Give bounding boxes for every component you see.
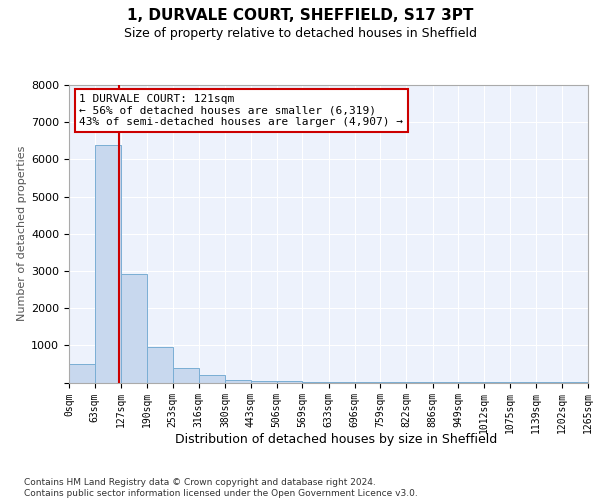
Text: Distribution of detached houses by size in Sheffield: Distribution of detached houses by size …	[175, 432, 497, 446]
Y-axis label: Number of detached properties: Number of detached properties	[17, 146, 27, 322]
Bar	[251, 380, 277, 382]
Text: Size of property relative to detached houses in Sheffield: Size of property relative to detached ho…	[124, 28, 476, 40]
Bar	[121, 274, 147, 382]
Bar	[69, 364, 95, 382]
Text: 1, DURVALE COURT, SHEFFIELD, S17 3PT: 1, DURVALE COURT, SHEFFIELD, S17 3PT	[127, 8, 473, 22]
Bar	[147, 347, 173, 382]
Bar	[173, 368, 199, 382]
Bar	[95, 144, 121, 382]
Text: 1 DURVALE COURT: 121sqm
← 56% of detached houses are smaller (6,319)
43% of semi: 1 DURVALE COURT: 121sqm ← 56% of detache…	[79, 94, 403, 127]
Bar	[199, 375, 225, 382]
Bar	[225, 380, 251, 382]
Text: Contains HM Land Registry data © Crown copyright and database right 2024.
Contai: Contains HM Land Registry data © Crown c…	[24, 478, 418, 498]
